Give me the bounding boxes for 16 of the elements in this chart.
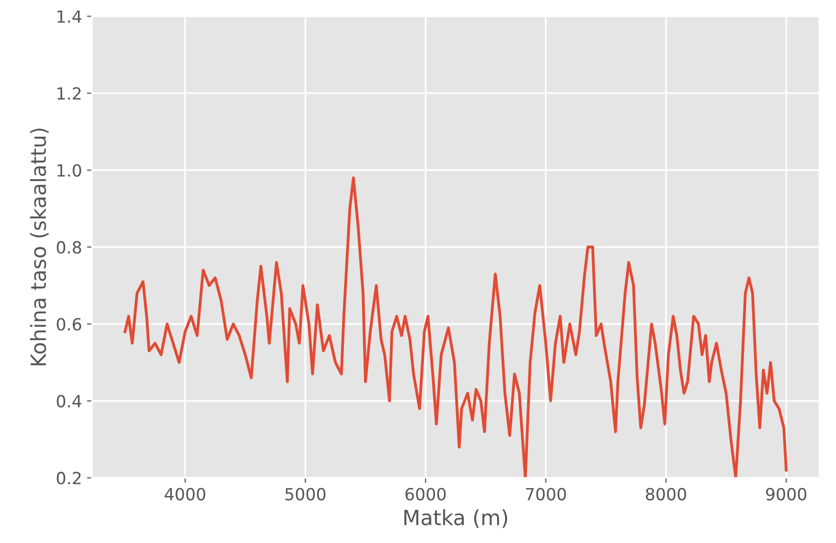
- y-tick-label: 1.4: [58, 10, 82, 23]
- line-series: [124, 176, 788, 478]
- y-tick-label: 0.6: [56, 318, 82, 331]
- y-tick-label: 1.2: [58, 87, 81, 100]
- y-tick-label: 0.2: [56, 472, 81, 484]
- y-tick-label: 0.8: [56, 241, 82, 254]
- x-tick-label: 9000: [766, 488, 806, 500]
- x-tick-label: 4000: [164, 488, 206, 500]
- x-tick-label: 7000: [526, 488, 566, 500]
- x-tick-label: 6000: [406, 488, 446, 500]
- y-tick-label: 0.4: [56, 394, 82, 408]
- y-tick-label: 1.0: [58, 164, 82, 177]
- x-tick-label: 5000: [285, 488, 326, 500]
- y-axis-title: Kohina taso (skaalattu): [30, 128, 49, 366]
- x-tick-label: 8000: [646, 488, 686, 500]
- x-axis-title: Matka (m): [404, 509, 508, 528]
